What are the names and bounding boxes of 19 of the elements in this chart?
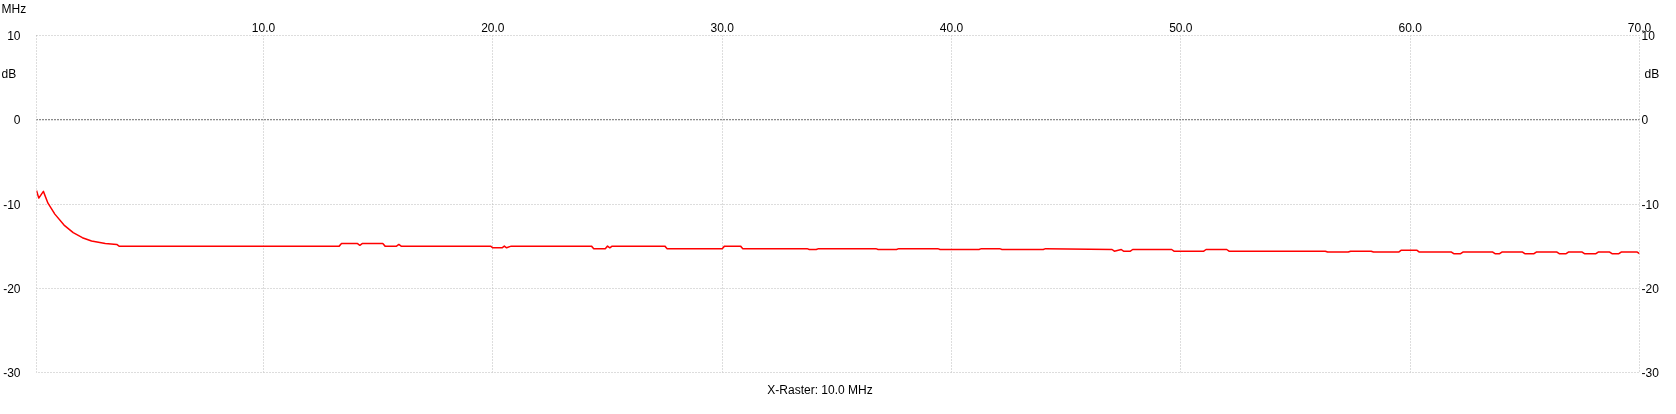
y-tick-label: -10 [3,197,21,212]
x-tick-label: 40.0 [939,20,964,35]
y2-tick-label: -10 [1641,197,1660,212]
y-tick-label: -30 [3,366,21,380]
y2-tick-label: -20 [1641,281,1660,296]
text: X-Raster: 10.0 MHz [767,382,873,397]
x-tick-label: 30.0 [710,20,735,35]
x-tick-label: 20.0 [481,20,505,35]
y-tick-label: 0 [13,113,21,128]
y-tick-label: 10 [7,29,21,43]
x-tick-label: 10.0 [251,20,276,35]
y2-tick-label: 0 [1641,113,1649,128]
y-axis-title: dB [1,66,17,81]
x-axis-title: MHz [1,1,27,16]
y-tick-label: -20 [3,281,21,296]
x-tick-label: 50.0 [1169,20,1193,35]
x-tick-label: 60.0 [1398,20,1423,35]
y2-tick-label: -30 [1641,366,1660,380]
y2-axis-title: dB [1644,66,1660,81]
